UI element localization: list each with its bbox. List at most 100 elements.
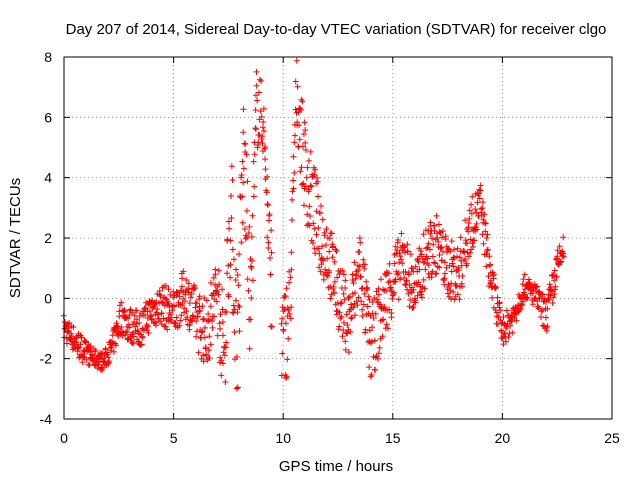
data-point xyxy=(358,298,365,305)
data-point xyxy=(332,246,339,253)
data-point xyxy=(539,306,546,313)
data-point xyxy=(215,267,222,274)
data-point xyxy=(441,259,448,266)
data-point xyxy=(70,324,77,331)
data-point xyxy=(220,360,227,367)
data-point xyxy=(415,279,422,286)
data-point xyxy=(120,308,127,315)
data-point xyxy=(479,199,486,206)
data-point xyxy=(222,344,229,351)
data-point xyxy=(484,231,491,238)
data-point xyxy=(227,261,234,268)
data-point xyxy=(319,216,326,223)
data-point xyxy=(224,236,231,243)
data-point xyxy=(409,265,416,272)
data-point xyxy=(407,251,414,258)
data-point xyxy=(246,223,253,230)
data-point xyxy=(450,263,457,270)
data-point xyxy=(218,357,225,364)
data-point xyxy=(542,314,549,321)
data-point xyxy=(317,210,324,217)
data-point xyxy=(152,322,159,329)
data-point xyxy=(218,372,225,379)
data-point xyxy=(314,178,321,185)
data-point xyxy=(302,183,309,190)
data-point xyxy=(89,351,96,358)
data-point xyxy=(349,277,356,284)
data-point xyxy=(165,300,172,307)
data-point xyxy=(326,235,333,242)
data-point xyxy=(302,146,309,153)
data-point xyxy=(262,166,269,173)
data-point xyxy=(459,283,466,290)
data-point xyxy=(99,365,106,372)
data-point xyxy=(524,294,531,301)
data-point xyxy=(316,264,323,271)
y-tick-label: -2 xyxy=(40,351,53,367)
data-point xyxy=(320,276,327,283)
data-point xyxy=(360,301,367,308)
data-point xyxy=(217,354,224,361)
data-point xyxy=(178,312,185,319)
data-point xyxy=(451,254,458,261)
data-point xyxy=(397,256,404,263)
data-point xyxy=(68,333,75,340)
data-point xyxy=(556,261,563,268)
data-point xyxy=(429,253,436,260)
data-point xyxy=(331,290,338,297)
data-point xyxy=(227,274,234,281)
data-point xyxy=(462,217,469,224)
data-point xyxy=(503,338,510,345)
data-point xyxy=(108,344,115,351)
data-point xyxy=(105,354,112,361)
data-point xyxy=(341,296,348,303)
data-point xyxy=(462,256,469,263)
data-point xyxy=(66,319,73,326)
data-point xyxy=(447,287,454,294)
data-point xyxy=(138,341,145,348)
data-point xyxy=(238,172,245,179)
data-point xyxy=(323,242,330,249)
data-point xyxy=(366,364,373,371)
data-point xyxy=(285,335,292,342)
data-point xyxy=(348,315,355,322)
data-point xyxy=(203,297,210,304)
data-point xyxy=(228,214,235,221)
data-point xyxy=(146,308,153,315)
data-point xyxy=(232,266,239,273)
data-point xyxy=(467,236,474,243)
data-point xyxy=(156,288,163,295)
data-point xyxy=(231,306,238,313)
data-point xyxy=(425,240,432,247)
data-point xyxy=(234,272,241,279)
data-point xyxy=(245,287,252,294)
data-point xyxy=(302,139,309,146)
data-point xyxy=(220,332,227,339)
data-point xyxy=(357,274,364,281)
data-point xyxy=(240,165,247,172)
data-point xyxy=(429,235,436,242)
data-point xyxy=(339,267,346,274)
data-point xyxy=(557,259,564,266)
data-point xyxy=(492,284,499,291)
data-point xyxy=(200,315,207,322)
data-point xyxy=(199,328,206,335)
data-point xyxy=(483,235,490,242)
data-point xyxy=(410,286,417,293)
data-point xyxy=(484,247,491,254)
y-tick-label: 4 xyxy=(44,170,52,186)
data-point xyxy=(410,303,417,310)
data-point xyxy=(303,174,310,181)
data-point xyxy=(366,296,373,303)
data-point xyxy=(433,270,440,277)
data-point xyxy=(487,261,494,268)
data-point xyxy=(237,194,244,201)
data-point xyxy=(262,156,269,163)
data-point xyxy=(318,203,325,210)
data-point xyxy=(407,297,414,304)
data-point xyxy=(344,330,351,337)
data-point xyxy=(196,296,203,303)
data-point xyxy=(278,372,285,379)
data-point xyxy=(200,358,207,365)
